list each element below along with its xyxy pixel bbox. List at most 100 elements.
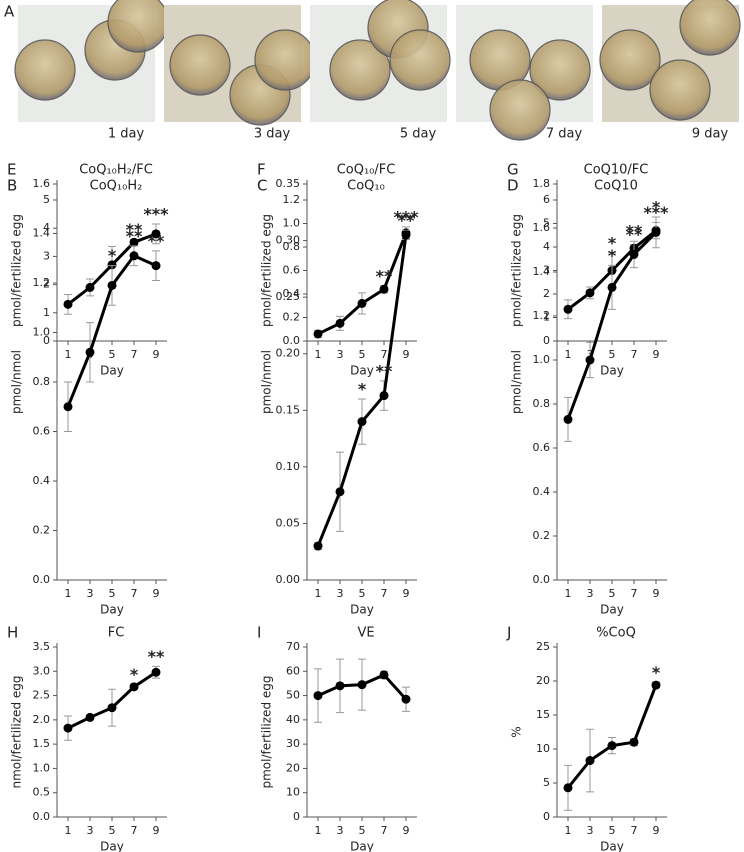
point — [357, 417, 367, 427]
x-tick-label: 3 — [337, 587, 344, 600]
significance: ** — [376, 266, 393, 285]
x-axis-label: Day — [350, 840, 374, 852]
y-tick-label: 5 — [543, 776, 550, 789]
egg — [254, 29, 316, 91]
y-tick-label: 0.6 — [533, 441, 551, 454]
point — [151, 667, 161, 677]
egg — [169, 34, 231, 96]
point — [651, 680, 661, 690]
x-tick-label: 9 — [403, 587, 410, 600]
significance: *** — [143, 204, 169, 223]
y-tick-label: 50 — [286, 689, 300, 702]
y-axis-label: pmol/nmol — [10, 350, 24, 414]
point — [85, 347, 95, 357]
x-tick-label: 9 — [153, 587, 160, 600]
panel-label: A — [4, 3, 15, 21]
line — [566, 684, 658, 789]
x-tick-label: 1 — [565, 348, 572, 361]
point — [379, 284, 389, 294]
chart-title: CoQ₁₀H₂ — [90, 179, 143, 194]
point — [607, 741, 617, 751]
x-tick-label: 1 — [65, 587, 72, 600]
x-tick-label: 3 — [587, 587, 594, 600]
y-tick-label: 0.8 — [33, 375, 51, 388]
significance: * — [652, 198, 661, 217]
y-tick-label: 15 — [536, 708, 550, 721]
point — [313, 541, 323, 551]
point — [63, 723, 73, 733]
x-tick-label: 1 — [65, 824, 72, 837]
y-axis-label: pmol/fertilized egg — [510, 214, 524, 327]
x-tick-label: 1 — [65, 348, 72, 361]
egg — [14, 39, 76, 101]
y-tick-label: 1.0 — [533, 353, 551, 366]
y-tick-label: 0.4 — [33, 474, 51, 487]
point — [335, 681, 345, 691]
x-tick-label: 7 — [131, 587, 138, 600]
significance: ** — [626, 222, 643, 241]
y-tick-label: 10 — [536, 742, 550, 755]
x-axis-label: Day — [100, 840, 124, 852]
panel-label: G — [507, 161, 519, 179]
egg — [107, 0, 169, 53]
y-tick-label: 25 — [536, 640, 550, 653]
y-tick-label: 0.6 — [283, 264, 301, 277]
y-tick-label: 30 — [286, 737, 300, 750]
y-axis-label: pmol/nmol — [510, 350, 524, 414]
egg — [389, 29, 451, 91]
y-tick-label: 4 — [43, 221, 50, 234]
x-axis-label: Day — [100, 364, 124, 378]
panel-label: B — [7, 177, 17, 195]
significance: ** — [398, 211, 415, 230]
y-tick-label: 2 — [543, 287, 550, 300]
x-tick-label: 9 — [153, 824, 160, 837]
panel-label: D — [507, 177, 519, 195]
x-tick-label: 7 — [381, 348, 388, 361]
x-tick-label: 5 — [109, 587, 116, 600]
y-tick-label: 0.2 — [533, 529, 551, 542]
panel-label: E — [7, 161, 16, 179]
x-tick-label: 5 — [359, 824, 366, 837]
chart-title: %CoQ — [596, 626, 636, 641]
y-tick-label: 0.30 — [276, 234, 301, 247]
y-tick-label: 0.20 — [276, 347, 301, 360]
point — [629, 737, 639, 747]
y-tick-label: 1.2 — [533, 309, 551, 322]
point — [313, 691, 323, 701]
y-tick-label: 4 — [543, 240, 550, 253]
significance: ** — [126, 226, 143, 245]
y-tick-label: 0.8 — [283, 240, 301, 253]
y-tick-label: 1.4 — [533, 265, 551, 278]
y-tick-label: 0.10 — [276, 460, 301, 473]
x-tick-label: 1 — [315, 348, 322, 361]
y-tick-label: 2 — [43, 278, 50, 291]
y-tick-label: 3 — [543, 264, 550, 277]
photo-caption: 5 day — [400, 127, 437, 142]
y-axis-label: % — [510, 726, 524, 737]
y-tick-label: 0.0 — [33, 573, 51, 586]
y-tick-label: 0.8 — [533, 397, 551, 410]
y-tick-label: 0.2 — [33, 524, 51, 537]
y-axis-label: pmol/fertilized egg — [10, 214, 24, 327]
y-tick-label: 0.05 — [276, 516, 301, 529]
x-tick-label: 9 — [403, 824, 410, 837]
point — [563, 783, 573, 793]
y-tick-label: 40 — [286, 713, 300, 726]
y-tick-label: 3.0 — [33, 664, 51, 677]
y-tick-label: 2.5 — [33, 689, 51, 702]
y-tick-label: 3 — [43, 249, 50, 262]
x-axis-label: Day — [600, 603, 624, 617]
chart-title: CoQ₁₀ — [347, 179, 385, 194]
photo-caption: 7 day — [546, 127, 583, 142]
point — [357, 680, 367, 690]
x-axis-label: Day — [600, 364, 624, 378]
significance: ** — [126, 220, 143, 239]
photo-caption: 3 day — [254, 127, 291, 142]
point — [629, 249, 639, 259]
point — [563, 414, 573, 424]
point — [585, 288, 595, 298]
point — [585, 756, 595, 766]
y-tick-label: 0.5 — [33, 786, 51, 799]
x-tick-label: 3 — [87, 824, 94, 837]
